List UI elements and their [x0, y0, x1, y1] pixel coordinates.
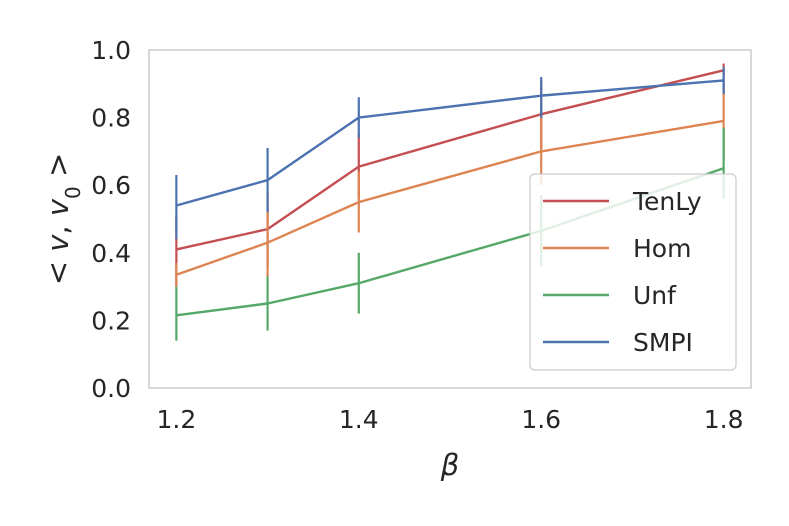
y-tick-label: 0.4	[91, 239, 131, 268]
x-tick-label: 1.4	[339, 405, 379, 434]
y-tick-label: 1.0	[91, 36, 131, 65]
x-tick-label: 1.2	[156, 405, 196, 434]
series-line	[175, 119, 724, 276]
series-hom	[175, 90, 725, 287]
legend-label: Unf	[633, 281, 677, 310]
plot-frame	[148, 49, 752, 389]
x-tick-label: 1.8	[704, 405, 744, 434]
series-line	[176, 69, 724, 251]
y-tick-label: 0.8	[91, 104, 131, 133]
legend-label: Hom	[633, 234, 691, 263]
y-tick-label: 0.2	[91, 306, 131, 335]
y-tick-label: 0.6	[91, 171, 131, 200]
legend-label: TenLy	[632, 187, 702, 216]
x-tick-labels: 1.2 1.4 1.6 1.8	[156, 405, 743, 434]
legend-label: SMPI	[633, 328, 693, 357]
legend-box	[529, 173, 737, 371]
series-line	[176, 79, 724, 207]
series-layer	[175, 63, 725, 341]
y-tick-labels: 0.0 0.2 0.4 0.6 0.8 1.0	[91, 36, 131, 403]
x-tick-label: 1.6	[521, 405, 561, 434]
y-axis-label: < v, v0 >	[41, 153, 85, 286]
y-tick-label: 0.0	[91, 374, 131, 403]
series-smpi	[175, 66, 725, 240]
legend: TenLy Hom Unf SMPI	[529, 173, 737, 371]
x-axis-label: β	[440, 448, 460, 482]
